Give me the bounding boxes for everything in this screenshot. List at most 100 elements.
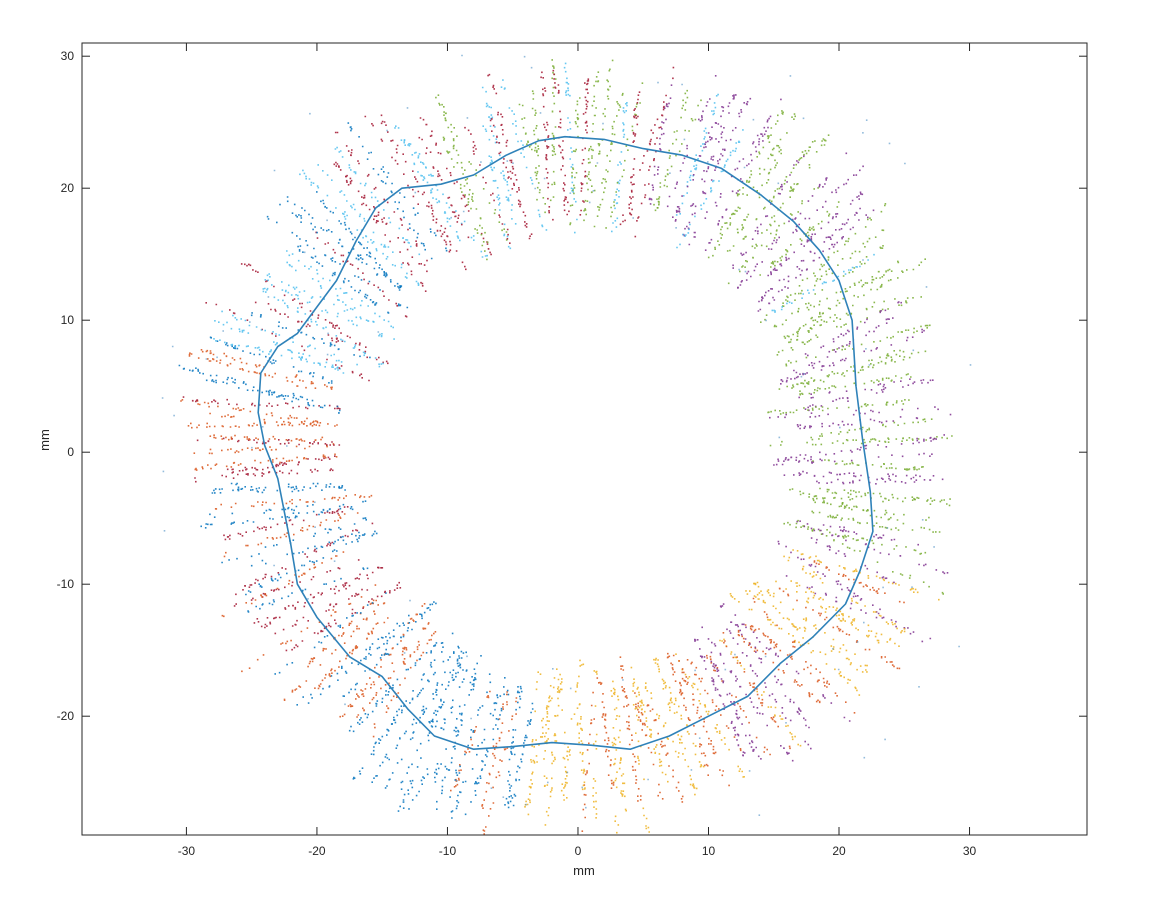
- point-strip: [543, 697, 552, 787]
- point-strip: [630, 666, 650, 833]
- point-strip: [223, 506, 349, 541]
- point-strip: [380, 114, 467, 271]
- point-strip: [611, 102, 628, 233]
- point-strip: [205, 379, 340, 414]
- point-strip: [253, 566, 382, 624]
- point-strip: [780, 328, 925, 385]
- plot-area-box: [81, 42, 1088, 836]
- point-strip: [442, 136, 488, 261]
- point-strip: [209, 434, 324, 442]
- point-strip: [352, 632, 454, 780]
- point-strip: [592, 670, 598, 819]
- point-strip: [394, 125, 461, 242]
- point-strip: [400, 664, 462, 790]
- point-strip: [788, 258, 926, 344]
- point-strip: [730, 621, 810, 729]
- point-strip: [200, 349, 333, 390]
- x-axis-label: mm: [573, 863, 595, 878]
- point-strip: [211, 486, 346, 494]
- point-strip: [549, 59, 557, 202]
- point-strip: [737, 152, 848, 289]
- point-strip: [648, 84, 673, 205]
- point-strip: [235, 522, 374, 596]
- point-strip: [531, 90, 541, 201]
- point-strip: [819, 487, 951, 502]
- point-strip: [348, 642, 438, 733]
- point-strip: [245, 532, 378, 596]
- x-tick-label: 20: [832, 844, 846, 858]
- point-strip: [314, 617, 389, 690]
- point-strip: [209, 412, 321, 427]
- point-strip: [788, 260, 900, 338]
- point-strip: [719, 110, 784, 236]
- point-strip: [806, 435, 953, 446]
- point-strip: [811, 510, 914, 531]
- point-strip: [286, 261, 395, 340]
- point-strip: [262, 287, 384, 368]
- point-strip: [563, 62, 578, 234]
- point-strip: [810, 537, 895, 584]
- point-strip: [593, 92, 624, 228]
- point-strip: [777, 434, 945, 462]
- point-strip: [686, 659, 742, 752]
- point-strip: [205, 302, 370, 382]
- point-strip: [449, 673, 492, 798]
- point-strip: [742, 140, 816, 240]
- point-strip: [334, 146, 421, 256]
- point-strip: [489, 118, 533, 240]
- point-strip: [481, 86, 517, 225]
- point-strip: [610, 680, 620, 834]
- point-strip: [812, 459, 924, 471]
- point-strip: [791, 350, 927, 389]
- point-strip: [482, 697, 518, 835]
- point-strip: [783, 298, 896, 339]
- point-strip: [339, 603, 426, 718]
- point-strip: [644, 682, 696, 796]
- x-tick-label: 30: [963, 844, 977, 858]
- point-strip: [771, 253, 875, 313]
- point-strip: [628, 91, 641, 216]
- point-strip: [214, 494, 373, 510]
- y-axis-ticks: -20 -10 0 10 20 30: [57, 49, 1087, 723]
- point-strip: [247, 567, 369, 613]
- point-strip: [434, 672, 477, 783]
- point-strip: [209, 500, 367, 518]
- point-strip: [366, 158, 433, 260]
- point-strip: [633, 678, 669, 783]
- x-tick-label: 0: [575, 844, 582, 858]
- point-strip: [209, 336, 333, 384]
- point-strip: [778, 587, 901, 670]
- point-strip: [752, 597, 856, 714]
- point-strip: [773, 452, 933, 466]
- point-strip: [767, 191, 864, 277]
- point-strip: [682, 97, 752, 237]
- point-strip: [196, 437, 341, 446]
- point-strip: [194, 468, 334, 483]
- point-strip: [690, 94, 737, 208]
- y-tick-label: -10: [57, 577, 75, 591]
- point-strip: [254, 301, 389, 365]
- y-tick-label: 10: [61, 313, 75, 327]
- point-strip: [795, 519, 944, 595]
- contour-line-group: [257, 135, 874, 750]
- point-strip: [583, 71, 600, 222]
- point-strip: [675, 93, 719, 216]
- point-strip: [436, 655, 482, 810]
- point-strip: [285, 581, 402, 652]
- point-strip: [464, 126, 511, 244]
- point-strip: [194, 453, 338, 471]
- point-strip: [221, 551, 345, 618]
- y-axis-label: mm: [37, 429, 52, 451]
- point-cloud: [161, 54, 972, 835]
- point-strip: [296, 614, 410, 706]
- point-strip: [315, 231, 408, 318]
- y-tick-label: 0: [67, 445, 74, 459]
- x-tick-label: -10: [439, 844, 457, 858]
- point-strip: [540, 71, 554, 221]
- contour-line: [257, 135, 874, 750]
- point-strip: [704, 98, 782, 251]
- point-strip: [653, 657, 705, 768]
- y-tick-label: -20: [57, 709, 75, 723]
